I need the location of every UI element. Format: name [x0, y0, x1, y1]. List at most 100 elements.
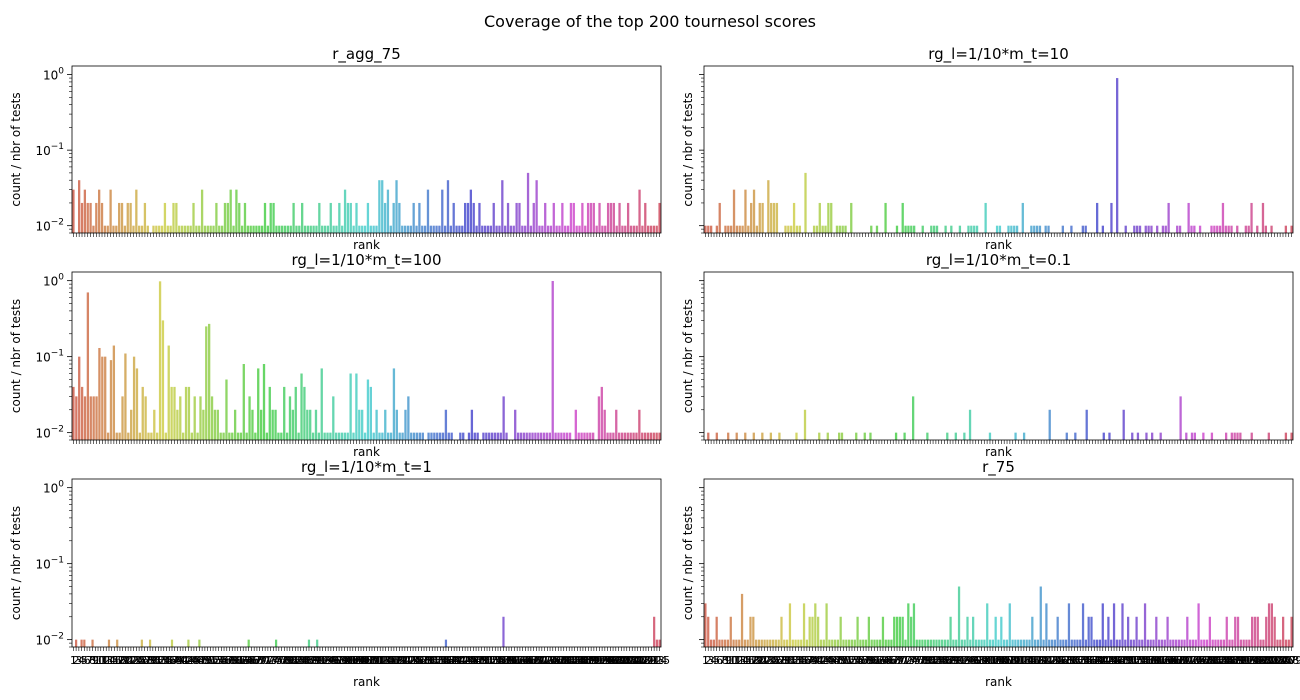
x-tick-label: 185 [567, 654, 588, 667]
bar [884, 639, 887, 647]
x-tick-label: 177 [545, 654, 566, 667]
bar [646, 225, 650, 233]
bar [103, 225, 107, 233]
x-tick-label: 109 [359, 654, 380, 667]
x-tick-label: 154 [1126, 654, 1147, 667]
bar [320, 368, 323, 440]
bar [401, 432, 404, 440]
bar [552, 202, 555, 233]
x-tick-label: 30 [780, 654, 794, 667]
bar [1247, 225, 1250, 233]
x-tick-label: 93 [318, 654, 332, 667]
bar [1035, 225, 1039, 233]
bar [1033, 225, 1036, 233]
bar [1039, 586, 1042, 647]
bar [641, 432, 644, 440]
bar [1070, 639, 1073, 647]
bar [1110, 639, 1113, 647]
bar [584, 225, 587, 233]
x-tick-label: 51 [203, 654, 217, 667]
x-tick-label: 136 [433, 654, 454, 667]
bar [966, 616, 969, 647]
bar [1284, 432, 1288, 440]
x-tick-label: 2 [73, 654, 80, 667]
bar [72, 386, 75, 440]
bar [443, 225, 447, 233]
x-tick-label: 88 [305, 654, 319, 667]
bar [867, 616, 870, 647]
x-tick-label: 54 [212, 654, 226, 667]
bar [366, 379, 370, 440]
x-tick-label: 58 [859, 654, 873, 667]
x-tick-label: 35 [794, 654, 808, 667]
bar [1011, 639, 1014, 647]
x-tick-label: 196 [597, 654, 618, 667]
bar [160, 225, 164, 233]
bar [1022, 639, 1025, 647]
bar [930, 225, 933, 233]
x-tick-label: 157 [1135, 654, 1156, 667]
bar [106, 225, 109, 233]
y-tick-label: 10−1 [35, 349, 64, 365]
bar [986, 603, 989, 647]
bar [212, 225, 215, 233]
axes-frame [71, 271, 662, 441]
bar [910, 616, 913, 647]
bar [219, 432, 222, 440]
bar [1028, 639, 1031, 647]
bar [569, 202, 573, 233]
x-tick-label: 153 [1123, 654, 1144, 667]
bar [844, 225, 847, 233]
x-tick-label: 118 [383, 654, 404, 667]
x-tick-label: 178 [1194, 654, 1215, 667]
bar [458, 225, 461, 233]
bar [615, 409, 618, 440]
bar [1146, 639, 1149, 647]
x-tick-label: 213 [644, 654, 665, 667]
bar [615, 225, 618, 233]
bar [1065, 432, 1068, 440]
x-tick-label: 134 [427, 654, 448, 667]
bar [632, 225, 635, 233]
bar [707, 432, 710, 440]
bar [1070, 225, 1073, 233]
bar [1187, 202, 1190, 233]
y-axis-label: count / nbr of tests [681, 506, 695, 620]
bar [307, 639, 311, 647]
bar [1178, 225, 1182, 233]
bar [1163, 639, 1166, 647]
bar [977, 639, 980, 647]
bar [994, 616, 997, 647]
bar [580, 432, 583, 440]
bar [265, 432, 269, 440]
bar [946, 639, 949, 647]
x-tick-label: 30 [146, 654, 160, 667]
bar [482, 432, 485, 440]
x-tick-label: 99 [335, 654, 349, 667]
bar [638, 409, 641, 440]
bar [755, 639, 758, 647]
x-tick-label: 200 [1256, 654, 1277, 667]
bar [1161, 225, 1165, 233]
bar [109, 360, 113, 440]
bar [315, 225, 318, 233]
bar [1211, 639, 1214, 647]
bar [132, 356, 136, 440]
x-tick-label: 156 [1132, 654, 1153, 667]
y-tick-label: 10−2 [35, 218, 64, 234]
x-tick-label: 131 [1061, 654, 1082, 667]
x-tick-label: 153 [479, 654, 500, 667]
bar [738, 639, 741, 647]
bar [941, 639, 944, 647]
x-tick-label: 81 [286, 654, 300, 667]
x-tick-label: 104 [985, 654, 1006, 667]
bar [203, 225, 207, 233]
bar [166, 225, 169, 233]
bar [255, 225, 258, 233]
bar [598, 202, 601, 233]
bar [1031, 616, 1034, 647]
bar [869, 432, 872, 440]
bar [80, 202, 84, 233]
bar [589, 202, 593, 233]
bar [263, 202, 267, 233]
